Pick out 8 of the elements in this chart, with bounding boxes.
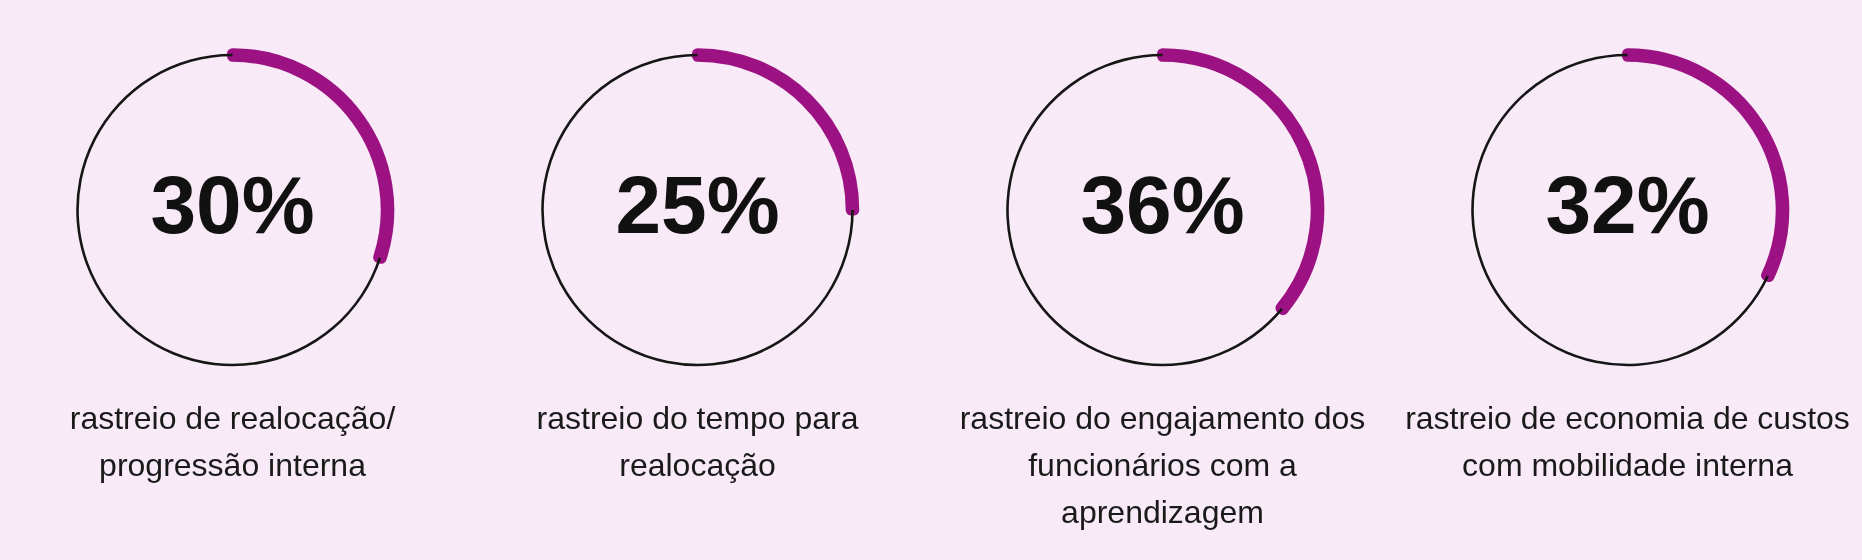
text: rastreio de economia de custos com mobilidade interna [1405, 399, 1850, 483]
text: rastreio de realocação/ progressão interna [69, 399, 396, 483]
data-label: 32% [1545, 158, 1710, 250]
data-label: 25% [615, 158, 780, 250]
data-label: 30% [150, 158, 315, 250]
data-label: 36% [1080, 158, 1245, 250]
text: rastreio do tempo para realocação [536, 399, 859, 483]
text: rastreio do engajamento dos funcionários com a aprendizagem [959, 399, 1366, 530]
